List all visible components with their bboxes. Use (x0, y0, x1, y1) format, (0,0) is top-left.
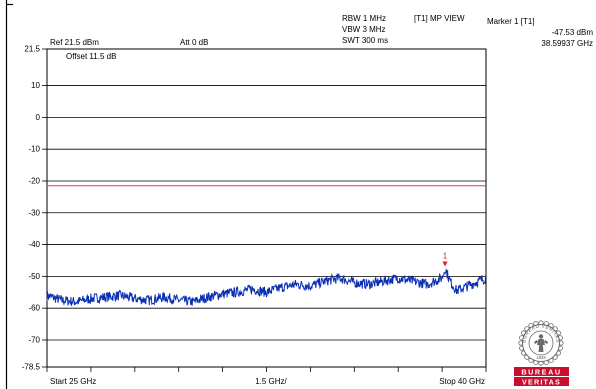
y-tick-label: -70 (28, 335, 40, 344)
vbw-readout: VBW 3 MHz (342, 25, 386, 34)
logo-year: 1828 (536, 355, 546, 360)
y-tick-label: -30 (28, 208, 40, 217)
span-per-division-label: 1.5 GHz/ (255, 377, 287, 386)
marker-frequency-readout: 38.59937 GHz (541, 39, 593, 48)
sweep-time-readout: SWT 300 ms (342, 36, 388, 45)
y-tick-label: 21.5 (24, 45, 40, 54)
stop-frequency-label: Stop 40 GHz (439, 377, 485, 386)
y-tick-label: 0 (36, 113, 41, 122)
plot-frame (46, 48, 487, 368)
marker-1-label: 1 (443, 252, 448, 261)
bureau-veritas-logo: BUREAU VERITAS 1828 (518, 320, 564, 366)
logo-word-veritas: VERITAS (522, 378, 561, 387)
plot-area: 21.5 10 0 -10 -20 -30 -40 -50 -60 -70 -78.5 1 (22, 45, 487, 372)
logo-figure-icon (534, 334, 548, 352)
logo-word-bureau: BUREAU (521, 368, 561, 377)
marker-1: 1 (442, 252, 448, 267)
logo-word-bar-bottom (514, 377, 569, 386)
attenuation-label: Att 0 dB (180, 38, 208, 47)
start-frequency-label: Start 25 GHz (50, 377, 96, 386)
rbw-readout: RBW 1 MHz (342, 14, 386, 23)
reference-level-label: Ref 21.5 dBm (50, 38, 99, 47)
y-tick-label: -10 (28, 145, 40, 154)
marker-label: Marker 1 [T1] (487, 17, 535, 26)
trace-mode-readout: [T1] MP VIEW (414, 14, 465, 23)
marker-level-readout: -47.53 dBm (552, 28, 594, 37)
y-axis-tick-labels: 21.5 10 0 -10 -20 -30 -40 -50 -60 -70 -78.5 (22, 45, 47, 372)
offset-label: Offset 11.5 dB (66, 52, 116, 61)
y-tick-label: -20 (28, 176, 40, 185)
y-tick-label: -40 (28, 240, 40, 249)
trace-1 (46, 268, 487, 306)
y-tick-label: -78.5 (22, 363, 41, 372)
x-axis-ticks (46, 367, 487, 372)
y-tick-label: 10 (31, 81, 40, 90)
marker-1-arrow-icon (442, 261, 448, 267)
logo-word-bar-top (514, 367, 569, 376)
y-tick-label: -50 (28, 272, 40, 281)
y-tick-label: -60 (28, 304, 40, 313)
grid-lines (47, 85, 486, 341)
